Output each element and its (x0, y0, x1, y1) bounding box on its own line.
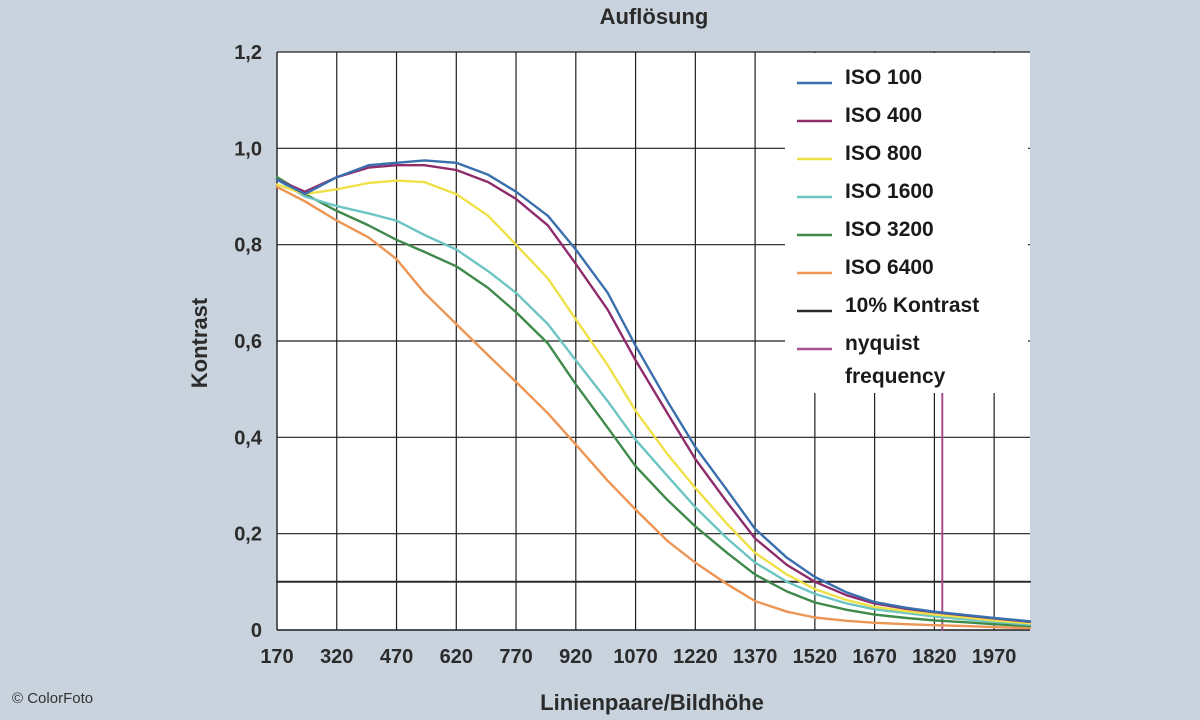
x-axis-label: Linienpaare/Bildhöhe (540, 690, 764, 715)
legend-label: frequency (845, 365, 946, 388)
legend-label: nyquist (845, 332, 920, 355)
legend-item-iso-1600: ISO 1600 (797, 180, 934, 203)
x-tick-label: 1970 (972, 646, 1017, 668)
legend-label: 10% Kontrast (845, 294, 979, 317)
x-tick-label: 770 (499, 646, 532, 668)
y-tick-label: 1,0 (234, 138, 262, 160)
legend-label: ISO 400 (845, 104, 922, 127)
legend-label: ISO 6400 (845, 256, 934, 279)
x-tick-label: 320 (320, 646, 353, 668)
legend-item-iso-6400: ISO 6400 (797, 256, 934, 279)
legend-item-iso-100: ISO 100 (797, 66, 922, 89)
legend-label: ISO 800 (845, 142, 922, 165)
x-tick-label: 170 (260, 646, 293, 668)
y-tick-label: 0,6 (234, 331, 262, 353)
series-line-iso-6400 (275, 185, 1032, 630)
y-tick-label: 0,8 (234, 235, 262, 257)
legend-item-iso-3200: ISO 3200 (797, 218, 934, 241)
x-tick-label: 620 (440, 646, 473, 668)
copyright-text: © ColorFoto (12, 690, 93, 707)
y-tick-label: 0,4 (234, 427, 263, 449)
x-tick-label: 470 (380, 646, 413, 668)
series-line-iso-1600 (275, 178, 1032, 626)
series-layer (275, 159, 1032, 631)
y-axis-label: Kontrast (187, 297, 212, 388)
y-tick-label: 0,2 (234, 524, 262, 546)
x-tick-label: 1670 (852, 646, 897, 668)
legend-item-10-kontrast: 10% Kontrast (797, 294, 979, 317)
legend-box (785, 53, 1028, 393)
x-tick-label: 1070 (613, 646, 658, 668)
legend-item-iso-400: ISO 400 (797, 104, 922, 127)
y-tick-label: 0 (251, 620, 262, 642)
legend-item-nyquist-frequency: nyquist frequency (797, 332, 946, 388)
legend-label: ISO 100 (845, 66, 922, 89)
legend-label: ISO 3200 (845, 218, 934, 241)
x-tick-label: 1820 (912, 646, 957, 668)
y-tick-label: 1,2 (234, 42, 262, 64)
x-tick-label: 920 (559, 646, 592, 668)
x-tick-label: 1520 (793, 646, 838, 668)
x-axis-ticks: 170 320 470 620 770 920 1070 1220 1370 1520 1670 18… (260, 646, 1016, 668)
series-line-iso-800 (275, 179, 1032, 625)
series-line-iso-3200 (275, 175, 1032, 628)
y-axis-ticks: 0 0,2 0,4 0,6 0,8 1,0 1,2 (234, 42, 263, 642)
legend-label: ISO 1600 (845, 180, 934, 203)
legend-item-iso-800: ISO 800 (797, 142, 922, 165)
x-tick-label: 1220 (673, 646, 718, 668)
series-line-iso-100 (275, 159, 1032, 623)
chart-title: Auflösung (600, 4, 709, 29)
x-tick-label: 1370 (733, 646, 778, 668)
legend: ISO 100 ISO 400 ISO 800 ISO 1600 ISO 3200 ISO… (797, 66, 979, 388)
